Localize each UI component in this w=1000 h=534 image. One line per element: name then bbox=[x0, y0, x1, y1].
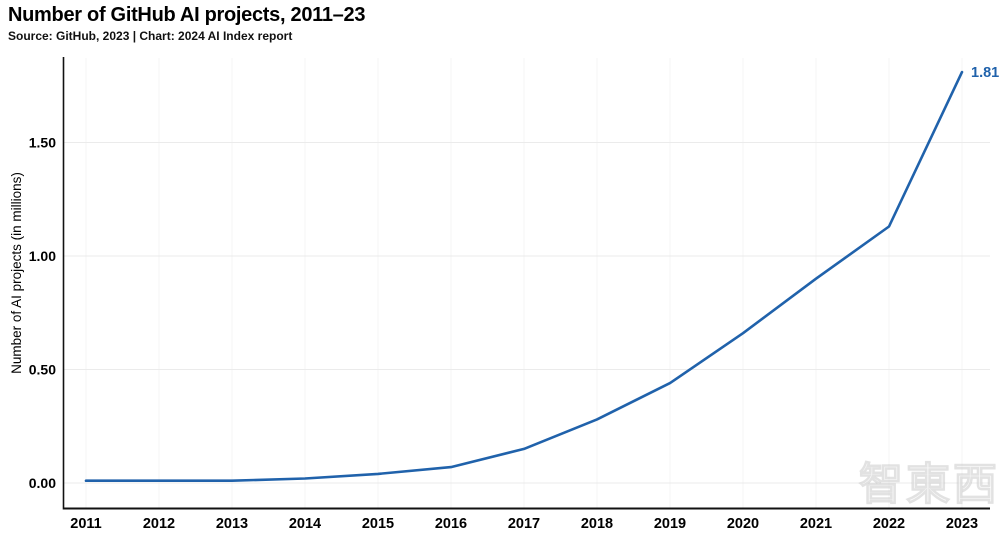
end-value-label: 1.81 bbox=[971, 65, 999, 81]
x-tick-label: 2018 bbox=[581, 516, 613, 532]
x-tick-label: 2013 bbox=[216, 516, 248, 532]
watermark-zhidongxi: 智東西 bbox=[858, 459, 1000, 509]
chart-source-line: Source: GitHub, 2023 | Chart: 2024 AI In… bbox=[8, 29, 293, 43]
x-tick-label: 2012 bbox=[143, 516, 175, 532]
y-tick-label: 0.50 bbox=[29, 362, 56, 378]
x-tick-label: 2017 bbox=[508, 516, 540, 532]
y-tick-label: 0.00 bbox=[29, 475, 56, 491]
x-tick-label: 2014 bbox=[289, 516, 321, 532]
chart-title: Number of GitHub AI projects, 2011–23 bbox=[8, 4, 366, 26]
y-tick-label: 1.00 bbox=[29, 248, 56, 264]
x-tick-label: 2019 bbox=[654, 516, 686, 532]
series-line bbox=[84, 70, 964, 483]
x-tick-label: 2023 bbox=[946, 516, 978, 532]
x-tick-label: 2015 bbox=[362, 516, 394, 532]
x-tick-label: 2022 bbox=[873, 516, 905, 532]
x-tick-label: 2016 bbox=[435, 516, 467, 532]
y-tick-label: 1.50 bbox=[29, 135, 56, 151]
y-axis-title: Number of AI projects (in millions) bbox=[9, 172, 24, 374]
x-tick-label: 2020 bbox=[727, 516, 759, 532]
x-tick-label: 2011 bbox=[70, 516, 101, 532]
x-tick-label: 2021 bbox=[800, 516, 832, 532]
